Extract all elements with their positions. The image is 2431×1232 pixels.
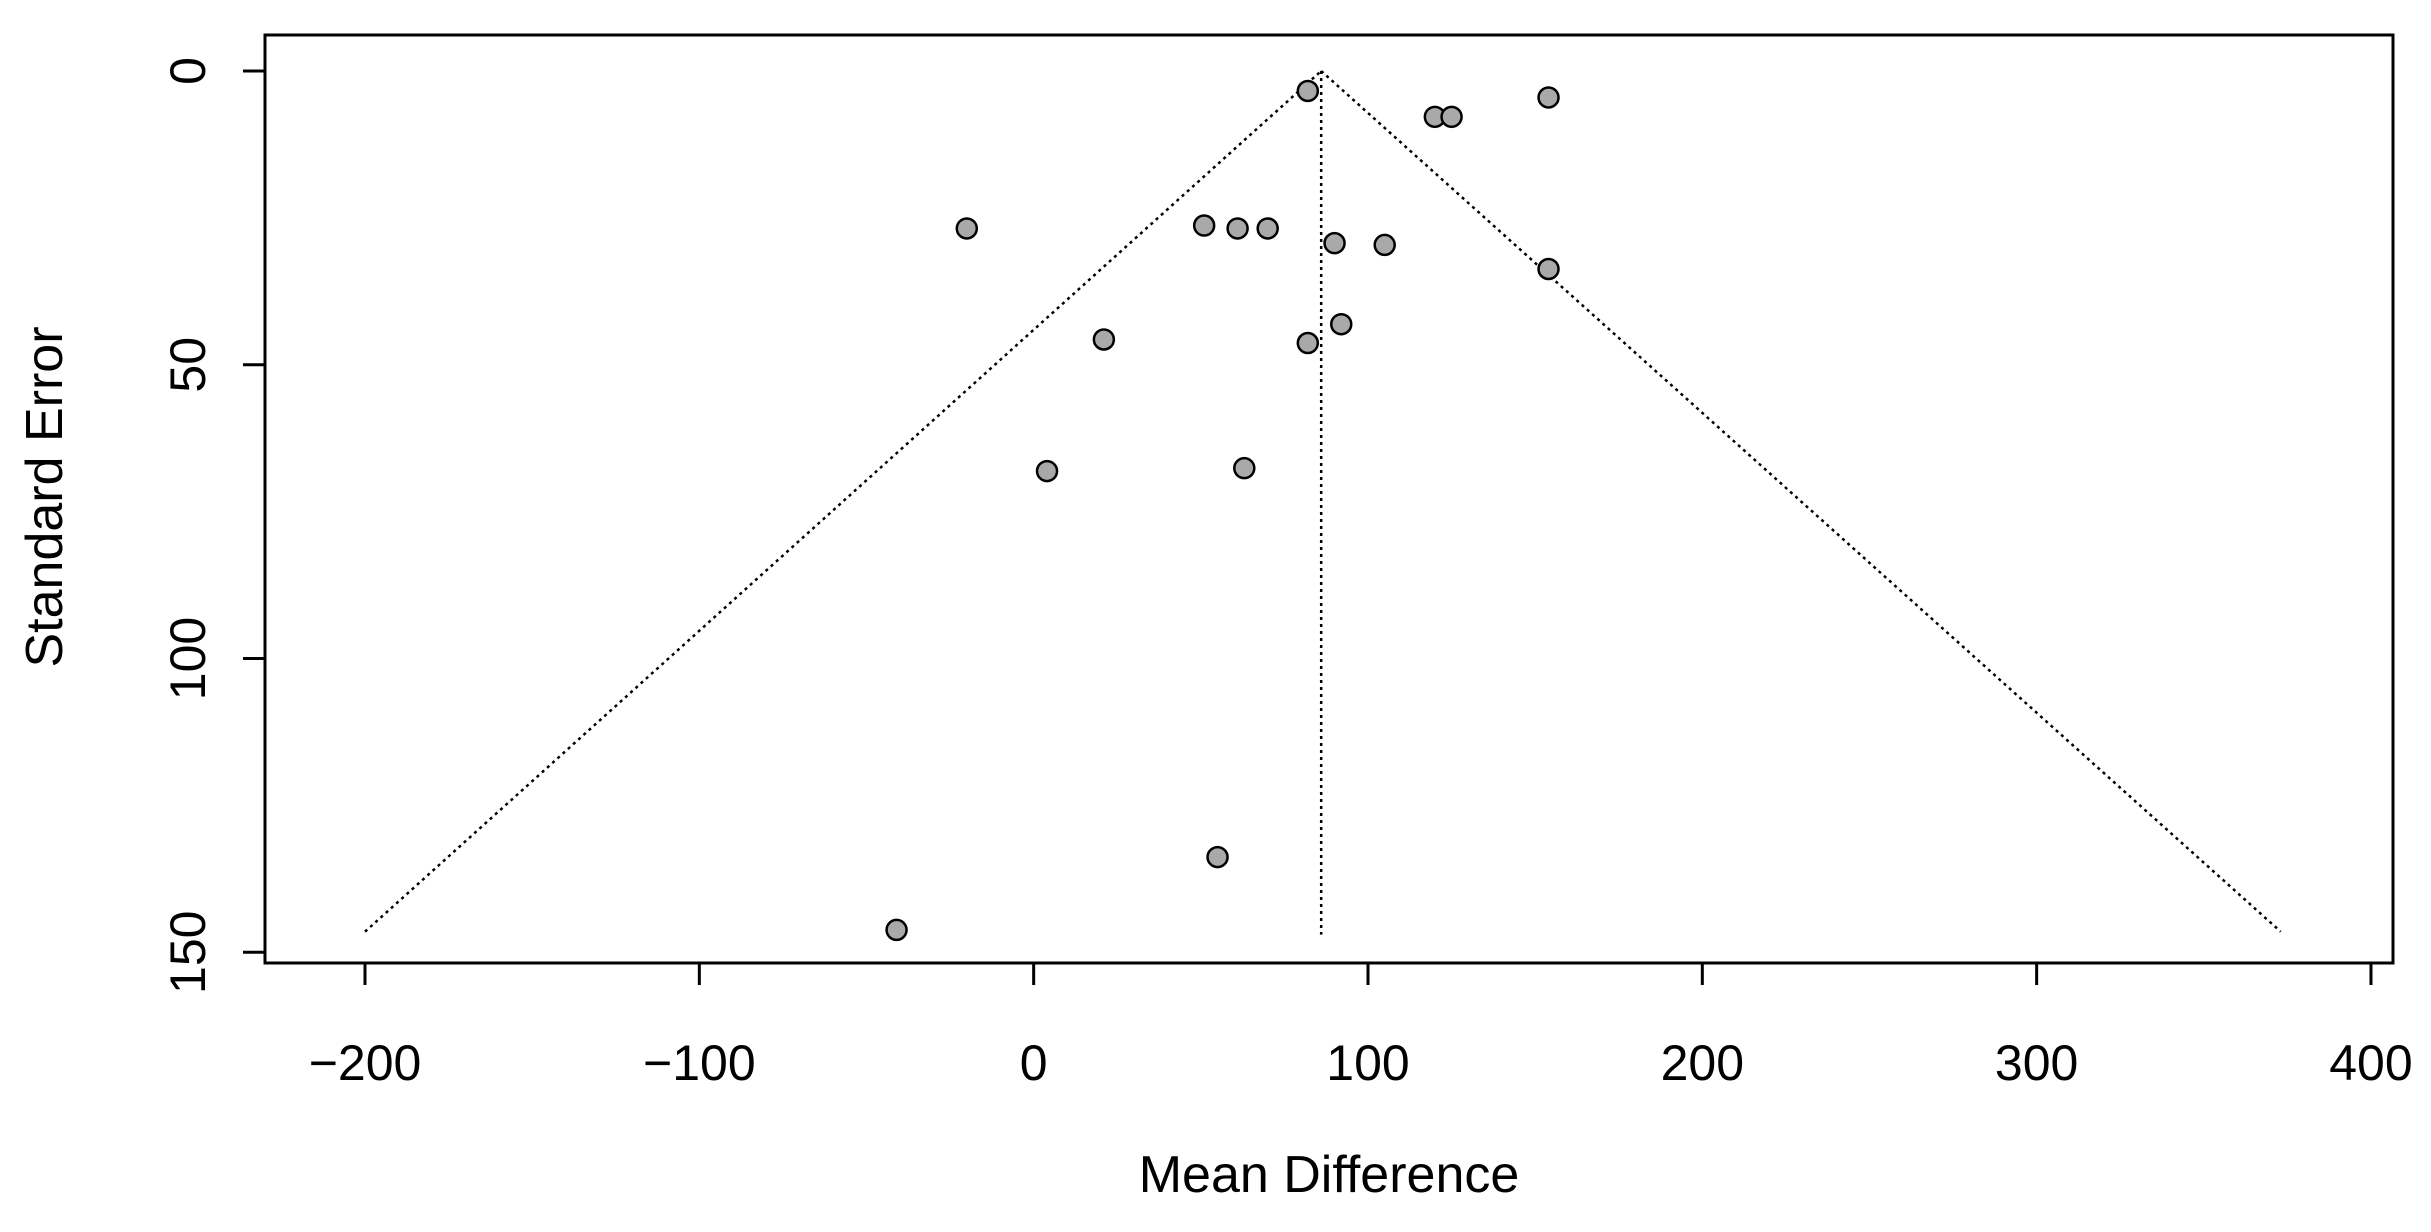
x-tick-label-6: 400 bbox=[2329, 1035, 2412, 1091]
data-point-6 bbox=[1192, 214, 1216, 237]
data-point-18 bbox=[885, 918, 908, 942]
funnel-lines bbox=[364, 70, 2282, 935]
x-tick-label-2: 0 bbox=[1020, 1035, 1048, 1091]
data-point-11 bbox=[1537, 257, 1560, 281]
data-point-1 bbox=[1296, 79, 1320, 103]
data-point-16 bbox=[1233, 456, 1256, 480]
x-tick-label-1: −100 bbox=[643, 1035, 756, 1091]
y-tick-label-1: 50 bbox=[160, 337, 216, 393]
y-tick-label-3: 150 bbox=[160, 911, 216, 994]
plot-frame bbox=[263, 33, 2395, 965]
data-point-7 bbox=[1226, 217, 1249, 240]
data-point-9 bbox=[1323, 231, 1346, 255]
y-axis: 0 50 100 150 bbox=[160, 57, 265, 994]
data-point-10 bbox=[1373, 233, 1396, 257]
data-point-17 bbox=[1206, 845, 1229, 869]
funnel-left-line bbox=[364, 70, 1323, 933]
x-tick-label-3: 100 bbox=[1326, 1035, 1409, 1091]
x-tick-label-5: 300 bbox=[1995, 1035, 2078, 1091]
x-tick-label-0: −200 bbox=[309, 1035, 422, 1091]
data-point-12 bbox=[1092, 328, 1116, 351]
data-point-2 bbox=[1537, 86, 1560, 109]
x-axis: −200 −100 0 100 200 300 400 bbox=[309, 963, 2413, 1091]
data-point-4 bbox=[1440, 105, 1463, 129]
data-points bbox=[885, 79, 1560, 942]
data-point-8 bbox=[1256, 217, 1279, 240]
x-tick-label-4: 200 bbox=[1661, 1035, 1744, 1091]
y-tick-label-0: 0 bbox=[160, 57, 216, 85]
y-tick-label-2: 100 bbox=[160, 617, 216, 700]
x-axis-label: Mean Difference bbox=[1139, 1146, 1520, 1204]
data-point-5 bbox=[955, 217, 979, 240]
y-axis-label: Standard Error bbox=[16, 326, 74, 667]
data-point-13 bbox=[1296, 331, 1320, 355]
data-point-14 bbox=[1329, 312, 1353, 336]
funnel-right-line bbox=[1320, 70, 2282, 933]
data-point-15 bbox=[1035, 459, 1059, 483]
